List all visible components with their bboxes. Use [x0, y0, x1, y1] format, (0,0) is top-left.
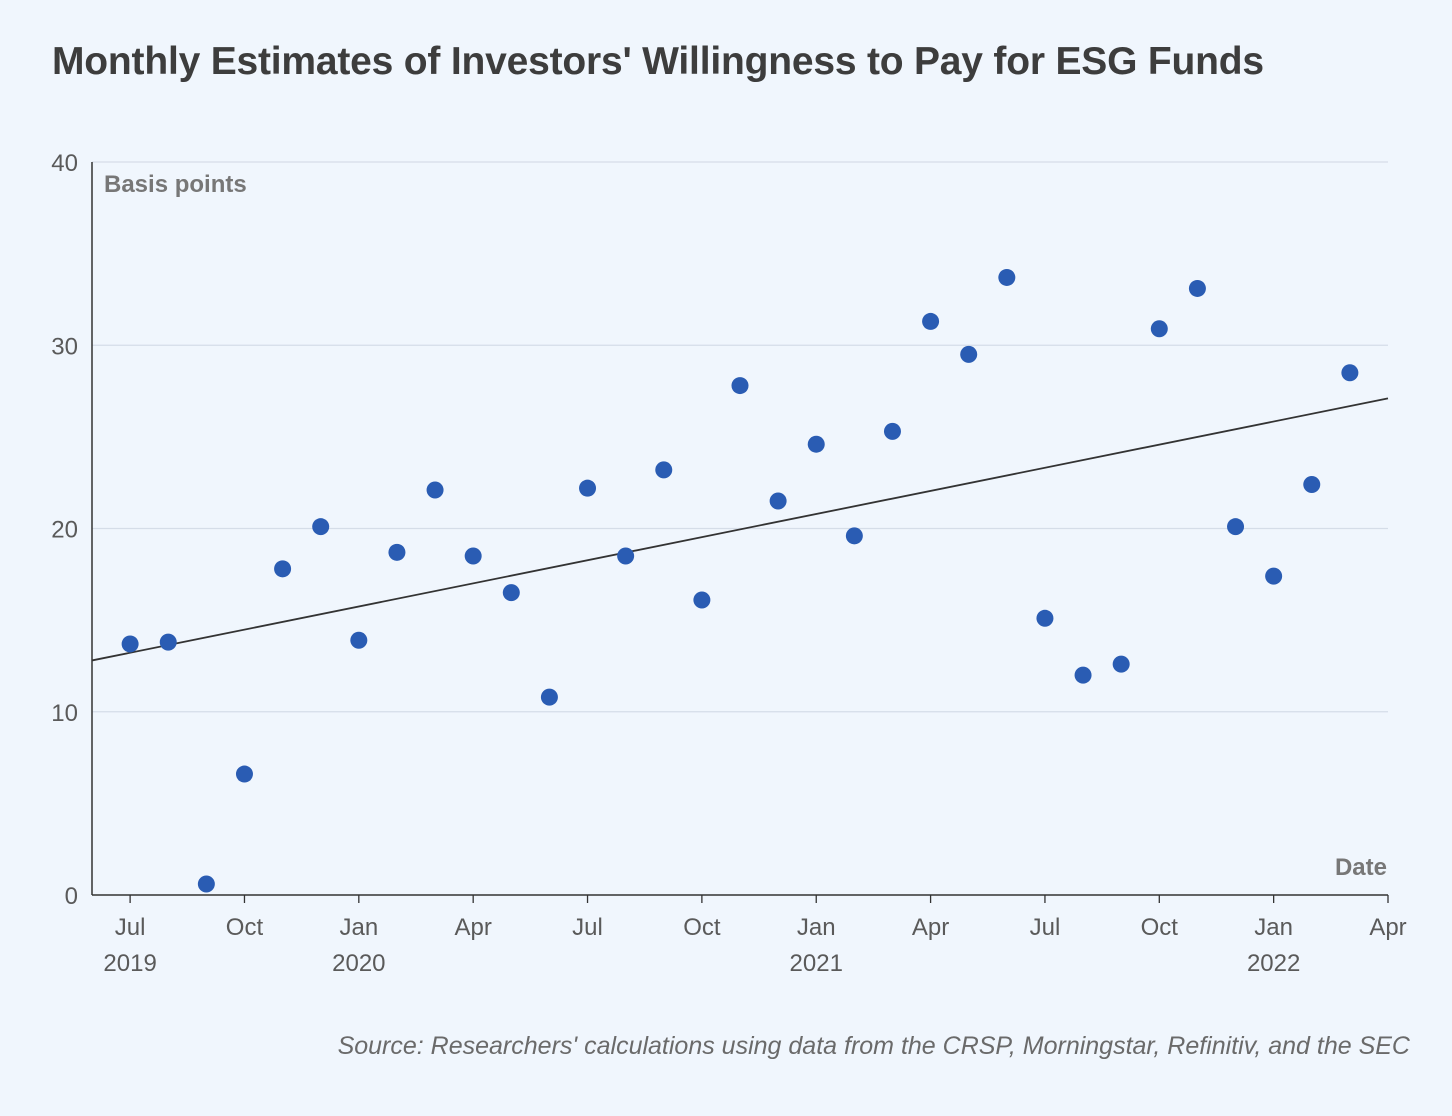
x-tick-year-label: 2022	[1247, 950, 1300, 977]
data-point	[197, 875, 215, 893]
x-tick-label: Jul	[115, 914, 146, 941]
data-point	[731, 377, 749, 395]
data-point	[655, 461, 673, 479]
data-point	[1227, 518, 1245, 536]
data-points	[121, 268, 1359, 893]
x-tick-label: Apr	[454, 914, 491, 941]
trendline	[91, 397, 1389, 662]
y-axis-title: Basis points	[104, 171, 247, 198]
trendline-layer	[91, 397, 1389, 662]
data-point	[922, 312, 940, 330]
data-point	[274, 560, 292, 578]
x-tick-label: Oct	[1141, 914, 1179, 941]
data-point	[1112, 655, 1130, 673]
axes: 0 10 20 30 40 Jul 2019 Oct Jan 2020 Apr Jul Oct Jan 20…	[51, 150, 1406, 977]
x-tick-year-label: 2019	[103, 950, 156, 977]
data-point	[1303, 476, 1321, 494]
data-point	[998, 268, 1016, 286]
data-point	[845, 527, 863, 545]
data-point	[1265, 567, 1283, 585]
y-tick-label: 10	[51, 700, 78, 727]
data-point	[1341, 364, 1359, 382]
data-point	[159, 633, 177, 651]
x-tick-label: Apr	[1369, 914, 1406, 941]
x-tick-label: Oct	[226, 914, 264, 941]
y-tick-label: 0	[65, 883, 78, 910]
data-point	[617, 547, 635, 565]
data-point	[960, 345, 978, 363]
data-point	[502, 584, 520, 602]
chart-title: Monthly Estimates of Investors' Willingn…	[52, 40, 1264, 83]
data-point	[350, 631, 368, 649]
data-point	[769, 492, 787, 510]
data-point	[235, 765, 253, 783]
x-tick-label: Apr	[912, 914, 949, 941]
y-tick-label: 30	[51, 333, 78, 360]
data-point	[807, 435, 825, 453]
x-tick-year-label: 2020	[332, 950, 385, 977]
x-axis-title: Date	[1335, 854, 1387, 881]
x-tick-label: Oct	[683, 914, 721, 941]
y-tick-label: 40	[51, 150, 78, 177]
x-tick-label: Jan	[339, 914, 378, 941]
x-tick-label: Jan	[1254, 914, 1293, 941]
data-point	[883, 422, 901, 440]
data-point	[426, 481, 444, 499]
data-point	[579, 479, 597, 497]
scatter-chart: 0 10 20 30 40 Jul 2019 Oct Jan 2020 Apr Jul Oct Jan 20…	[51, 150, 1406, 977]
axis-labels: Basis points Date	[104, 171, 1387, 881]
data-point	[693, 591, 711, 609]
source-note: Source: Researchers' calculations using …	[337, 1032, 1410, 1060]
x-tick-label: Jul	[1030, 914, 1061, 941]
data-point	[388, 543, 406, 561]
data-point	[1150, 320, 1168, 338]
data-point	[1074, 666, 1092, 684]
data-point	[464, 547, 482, 565]
y-tick-label: 20	[51, 517, 78, 544]
data-point	[1188, 279, 1206, 297]
data-point	[1036, 609, 1054, 627]
data-point	[540, 688, 558, 706]
x-tick-label: Jul	[572, 914, 603, 941]
x-tick-year-label: 2021	[790, 950, 843, 977]
data-point	[312, 518, 330, 536]
data-point	[121, 635, 139, 653]
x-tick-label: Jan	[797, 914, 836, 941]
